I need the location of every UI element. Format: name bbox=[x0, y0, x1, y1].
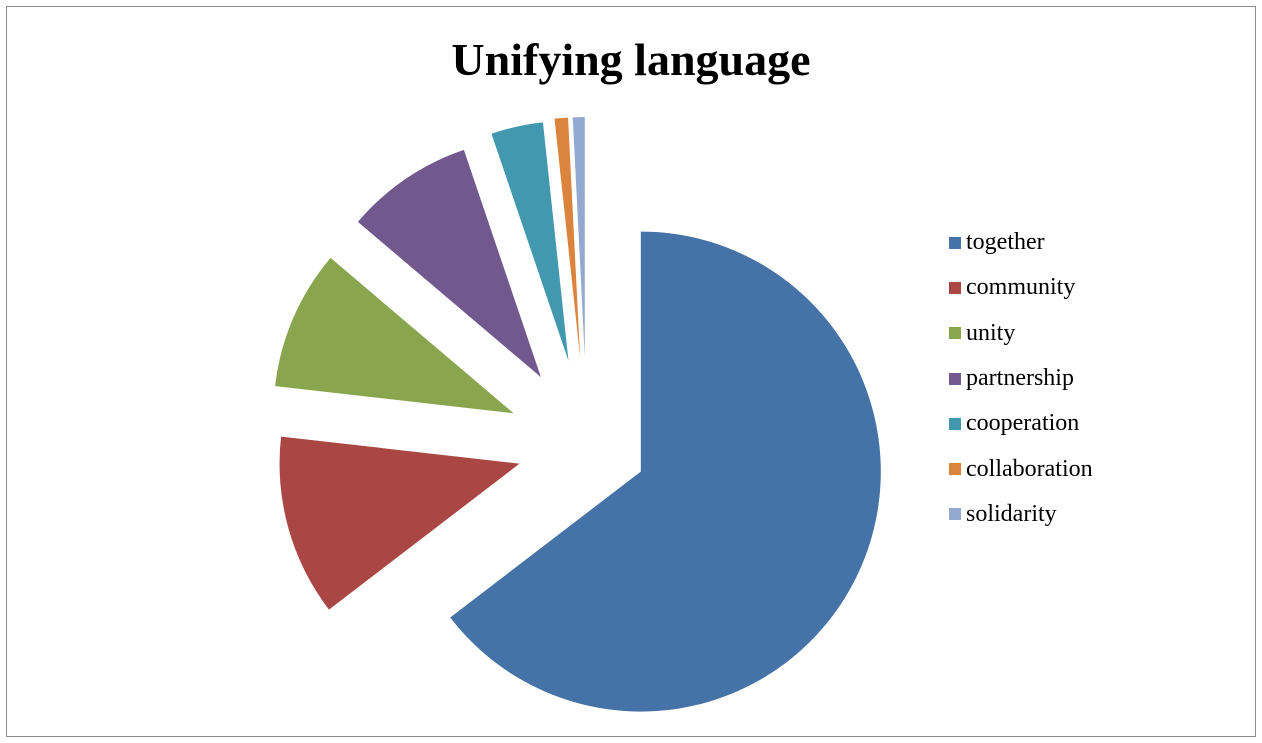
pie-slice-solidarity bbox=[572, 117, 585, 358]
legend-label: community bbox=[966, 274, 1076, 301]
pie-slice-collaboration bbox=[554, 117, 581, 358]
legend-swatch bbox=[949, 372, 961, 385]
legend-item-solidarity: solidarity bbox=[949, 492, 1093, 537]
legend-swatch bbox=[949, 508, 961, 521]
legend-item-cooperation: cooperation bbox=[949, 401, 1093, 446]
legend-label: cooperation bbox=[966, 410, 1080, 437]
legend-item-unity: unity bbox=[949, 311, 1093, 356]
legend-label: together bbox=[966, 229, 1045, 256]
legend-label: solidarity bbox=[966, 500, 1057, 527]
legend-swatch bbox=[949, 463, 961, 476]
legend-swatch bbox=[949, 417, 961, 430]
pie-slice-partnership bbox=[357, 149, 541, 378]
legend: together community unity partnership coopera… bbox=[949, 220, 1093, 537]
legend-item-collaboration: collaboration bbox=[949, 446, 1093, 491]
legend-swatch bbox=[949, 281, 961, 294]
legend-item-community: community bbox=[949, 265, 1093, 310]
legend-item-together: together bbox=[949, 220, 1093, 265]
pie-slice-community bbox=[279, 436, 520, 610]
chart-title: Unifying language bbox=[451, 34, 811, 85]
legend-label: unity bbox=[966, 319, 1016, 346]
legend-swatch bbox=[949, 236, 961, 249]
pie-slice-together bbox=[450, 231, 881, 712]
legend-label: partnership bbox=[966, 365, 1074, 392]
legend-label: collaboration bbox=[966, 455, 1093, 482]
legend-item-partnership: partnership bbox=[949, 356, 1093, 401]
legend-swatch bbox=[949, 327, 961, 340]
pie-slice-cooperation bbox=[491, 122, 569, 362]
pie-slice-unity bbox=[275, 257, 514, 414]
